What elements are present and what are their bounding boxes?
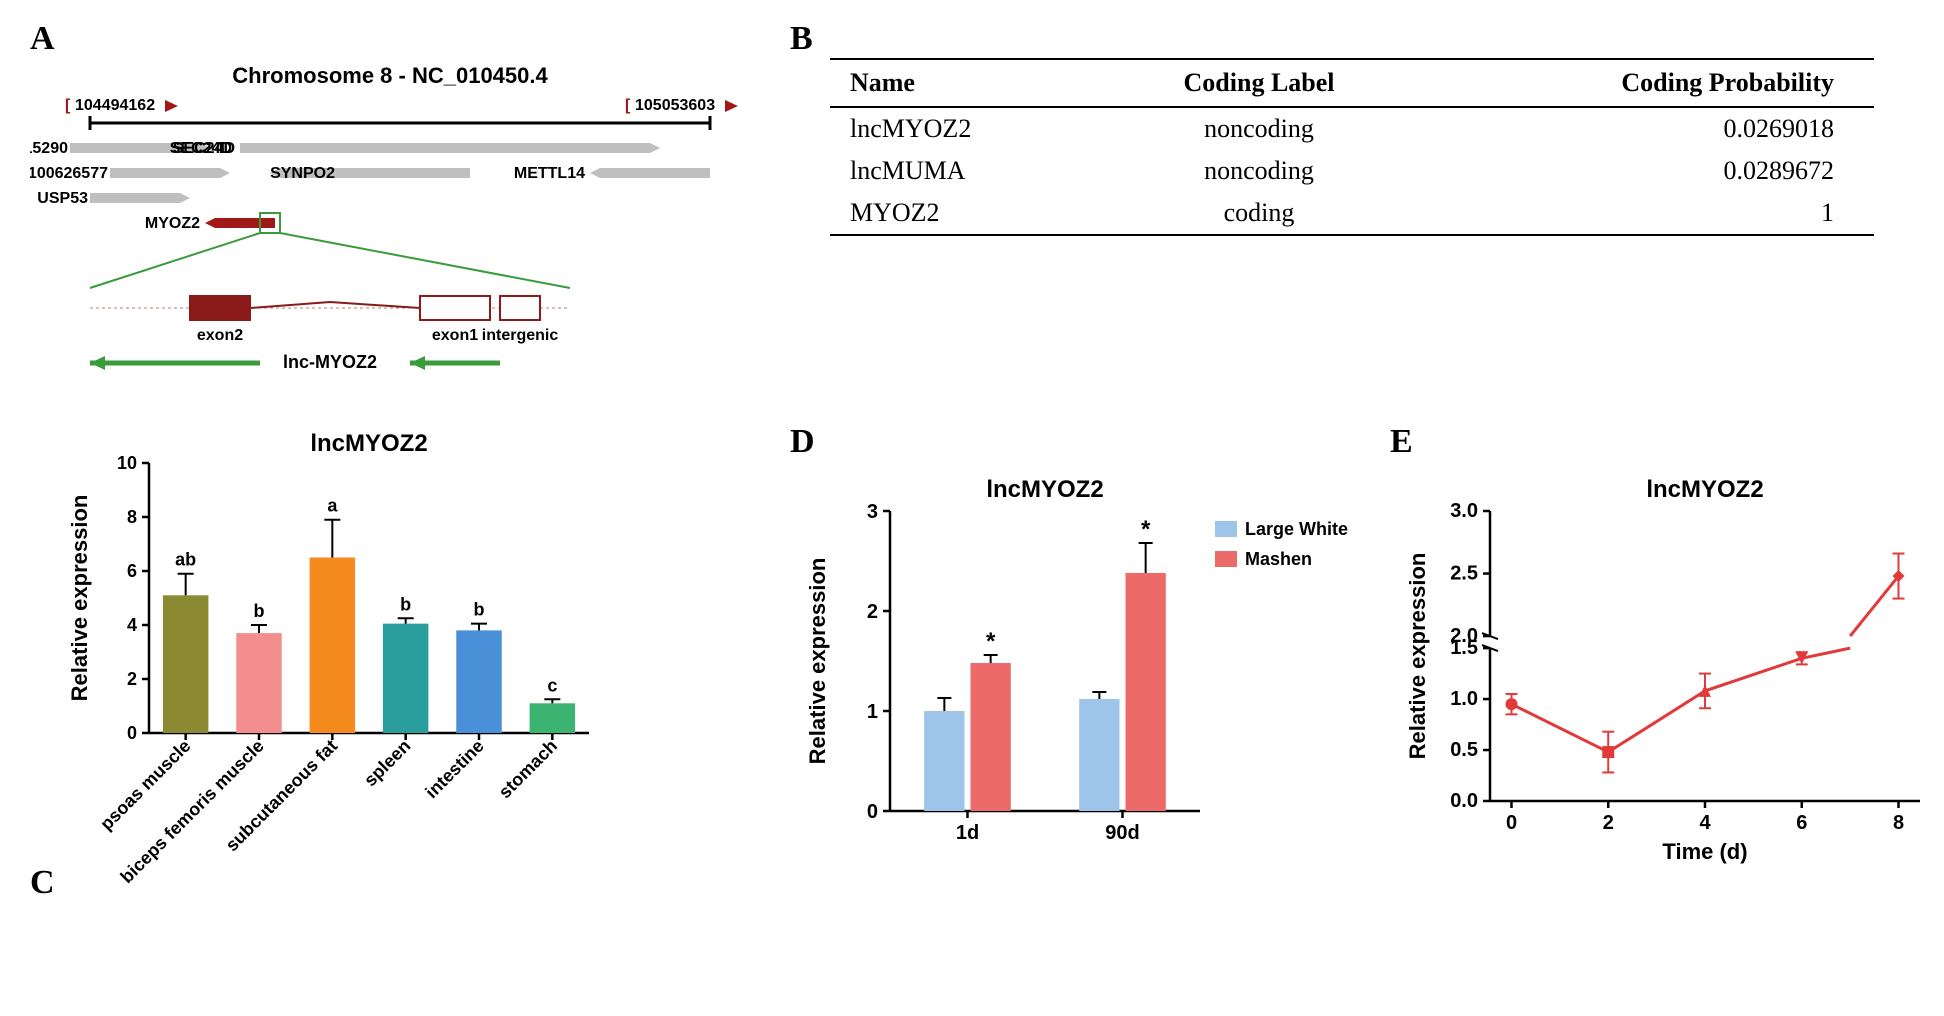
svg-text:1d: 1d xyxy=(956,822,979,844)
svg-text:0.5: 0.5 xyxy=(1450,739,1478,761)
panel-b-label: B xyxy=(790,20,813,57)
panel-b: B NameCoding LabelCoding Probability lnc… xyxy=(790,20,1944,383)
svg-text:Mashen: Mashen xyxy=(1245,549,1312,569)
svg-text:stomach: stomach xyxy=(495,736,561,802)
panel-d-label: D xyxy=(790,423,815,460)
svg-text:0: 0 xyxy=(867,801,878,823)
svg-text:spleen: spleen xyxy=(360,736,414,790)
svg-text:90d: 90d xyxy=(1105,822,1139,844)
svg-text:0: 0 xyxy=(1506,812,1517,834)
table-header: Coding Label xyxy=(1100,59,1419,107)
svg-text:Relative expression: Relative expression xyxy=(805,558,830,765)
svg-text:c: c xyxy=(547,675,557,695)
svg-text:Relative expression: Relative expression xyxy=(1405,553,1430,760)
svg-text:*: * xyxy=(986,628,996,655)
svg-text:SEC24D: SEC24D xyxy=(173,140,235,157)
svg-text:6: 6 xyxy=(1796,812,1807,834)
panel-e-chart: lncMYOZ20.00.51.01.52.02.53.0Relative ex… xyxy=(1390,461,1944,881)
svg-text:exon2: exon2 xyxy=(197,327,243,344)
svg-text:104494162: 104494162 xyxy=(75,97,155,114)
svg-text:*: * xyxy=(1141,516,1151,543)
svg-text:intestine: intestine xyxy=(421,736,487,802)
svg-text:[: [ xyxy=(65,97,71,114)
panel-e: E lncMYOZ20.00.51.01.52.02.53.0Relative … xyxy=(1390,423,1944,902)
svg-text:lncMYOZ2: lncMYOZ2 xyxy=(310,430,427,457)
svg-text:b: b xyxy=(254,601,265,621)
svg-text:2.5: 2.5 xyxy=(1450,563,1478,585)
svg-text:Time (d): Time (d) xyxy=(1662,839,1747,864)
svg-text:8: 8 xyxy=(1893,812,1904,834)
svg-text:exon1: exon1 xyxy=(432,327,478,344)
table-header: Coding Probability xyxy=(1419,59,1874,107)
svg-text:1.0: 1.0 xyxy=(1450,688,1478,710)
svg-text:0.0: 0.0 xyxy=(1450,790,1478,812)
svg-text:USP53: USP53 xyxy=(37,190,88,207)
coding-table: NameCoding LabelCoding Probability lncMY… xyxy=(830,58,1874,236)
svg-text:LOC100515290: LOC100515290 xyxy=(30,140,68,157)
svg-text:intergenic: intergenic xyxy=(482,327,559,344)
svg-text:b: b xyxy=(474,600,485,620)
svg-text:10: 10 xyxy=(117,453,137,473)
svg-text:SYNPO2: SYNPO2 xyxy=(270,165,335,182)
table-row: lncMUMAnoncoding0.0289672 xyxy=(830,150,1874,192)
svg-text:a: a xyxy=(327,496,338,516)
svg-text:lncMYOZ2: lncMYOZ2 xyxy=(986,476,1103,503)
svg-text:2: 2 xyxy=(867,601,878,623)
svg-text:1: 1 xyxy=(867,701,878,723)
svg-text:8: 8 xyxy=(127,507,137,527)
svg-text:105053603: 105053603 xyxy=(635,97,715,114)
table-row: lncMYOZ2noncoding0.0269018 xyxy=(830,107,1874,150)
svg-text:4: 4 xyxy=(1699,812,1711,834)
panel-c: C lncMYOZ20246810Relative expressionabps… xyxy=(30,423,750,902)
panel-d-chart: lncMYOZ2 0 1 2 3 Relative expression * 1d * 90d La… xyxy=(790,461,1350,881)
svg-text:Relative expression: Relative expression xyxy=(67,495,92,702)
table-row: MYOZ2coding1 xyxy=(830,192,1874,235)
svg-text:[: [ xyxy=(625,97,631,114)
svg-text:2: 2 xyxy=(1603,812,1614,834)
panel-a: A Chromosome 8 - NC_010450.4[104494162[1… xyxy=(30,20,750,383)
panel-a-diagram: Chromosome 8 - NC_010450.4[104494162[105… xyxy=(30,58,750,378)
svg-text:lnc-MYOZ2: lnc-MYOZ2 xyxy=(283,352,377,372)
svg-text:Large White: Large White xyxy=(1245,519,1348,539)
svg-text:biceps femoris muscle: biceps femoris muscle xyxy=(116,736,267,887)
svg-text:Chromosome 8 - NC_010450.4: Chromosome 8 - NC_010450.4 xyxy=(232,63,548,88)
svg-text:MYOZ2: MYOZ2 xyxy=(145,215,200,232)
svg-text:2.0: 2.0 xyxy=(1450,625,1478,647)
svg-text:ab: ab xyxy=(175,550,196,570)
panel-a-label: A xyxy=(30,20,55,57)
svg-text:LOC100626577: LOC100626577 xyxy=(30,165,108,182)
svg-text:lncMYOZ2: lncMYOZ2 xyxy=(1646,476,1763,503)
svg-text:3: 3 xyxy=(867,501,878,523)
svg-text:3.0: 3.0 xyxy=(1450,500,1478,522)
svg-text:2: 2 xyxy=(127,669,137,689)
panel-d: D lncMYOZ2 0 1 2 3 Relative expression * 1d * 90d… xyxy=(790,423,1350,902)
svg-text:METTL14: METTL14 xyxy=(514,165,585,182)
svg-text:6: 6 xyxy=(127,561,137,581)
panel-e-label: E xyxy=(1390,423,1413,460)
panel-c-chart: lncMYOZ20246810Relative expressionabpsoa… xyxy=(59,423,619,893)
panel-c-label: C xyxy=(30,864,55,901)
svg-text:4: 4 xyxy=(127,615,137,635)
svg-text:b: b xyxy=(400,594,411,614)
svg-text:0: 0 xyxy=(127,723,137,743)
table-header: Name xyxy=(830,59,1100,107)
